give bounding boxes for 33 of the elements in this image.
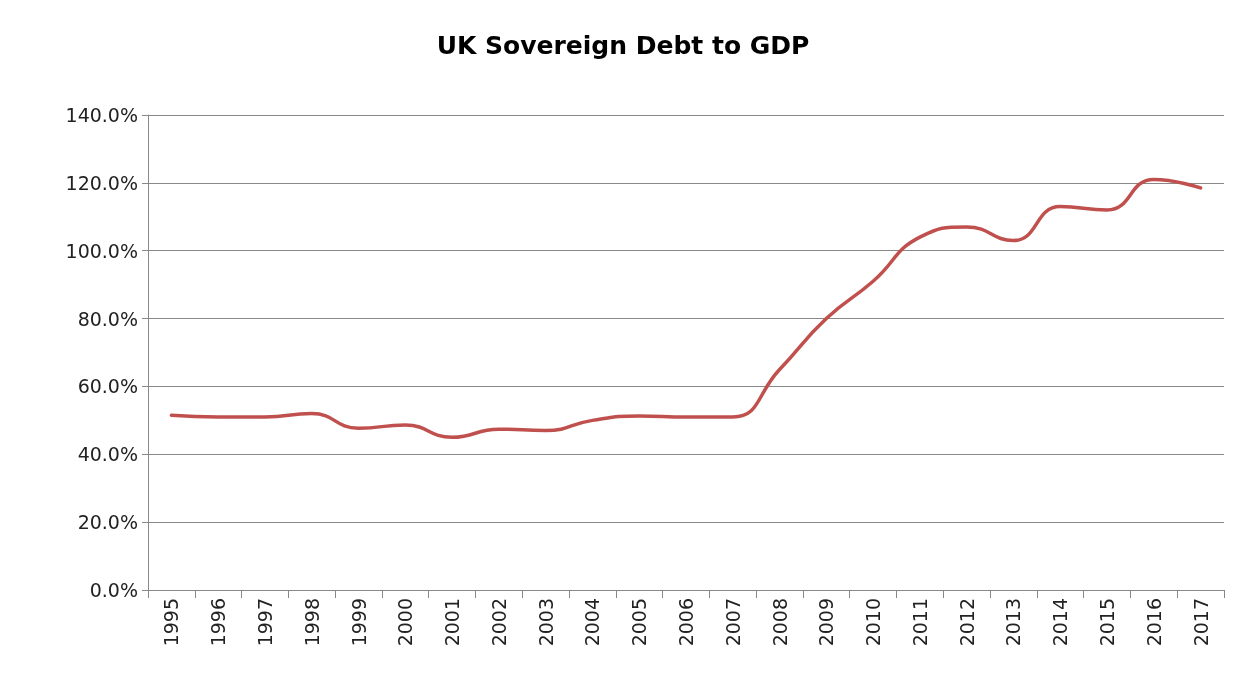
- x-tick-label: 1996: [207, 598, 230, 647]
- x-tick-label: 2008: [768, 598, 791, 647]
- x-tick-label: 1999: [347, 598, 370, 647]
- y-tick-label: 120.0%: [65, 171, 138, 194]
- y-tick-label: 0.0%: [89, 579, 138, 601]
- x-tick-label: 2002: [487, 598, 510, 647]
- x-tick-label: 2012: [955, 598, 978, 647]
- x-tick-label: 1997: [253, 598, 276, 647]
- x-tick-label: 2016: [1142, 598, 1165, 647]
- x-tick-label: 2004: [581, 598, 604, 647]
- x-tick-label: 1995: [160, 598, 183, 647]
- x-tick-label: 1998: [300, 598, 323, 647]
- y-tick-label: 80.0%: [77, 307, 138, 330]
- x-tick-label: 2015: [1096, 598, 1119, 647]
- x-tick-label: 2000: [394, 598, 417, 647]
- x-tick-label: 2009: [815, 598, 838, 647]
- line-series: [169, 177, 1203, 440]
- x-tick-label: 2003: [534, 598, 557, 647]
- y-tick-label: 140.0%: [65, 104, 138, 126]
- x-tick-label: 2006: [675, 598, 697, 647]
- chart-title: UK Sovereign Debt to GDP: [436, 31, 810, 60]
- y-tick-label: 100.0%: [65, 239, 138, 262]
- x-tick-label: 2011: [908, 598, 931, 647]
- x-tick-label: 2014: [1049, 598, 1072, 647]
- y-tick-label: 20.0%: [77, 511, 138, 534]
- x-tick-label: 2013: [1002, 598, 1025, 647]
- y-tick-label: 60.0%: [77, 375, 138, 398]
- x-tick-label: 2005: [628, 598, 651, 647]
- x-tick-label: 2007: [721, 598, 744, 647]
- y-tick-label: 40.0%: [77, 443, 138, 466]
- x-tick-label: 2017: [1189, 598, 1212, 647]
- x-tick-label: 2010: [862, 598, 885, 647]
- x-tick-label: 2001: [441, 598, 464, 647]
